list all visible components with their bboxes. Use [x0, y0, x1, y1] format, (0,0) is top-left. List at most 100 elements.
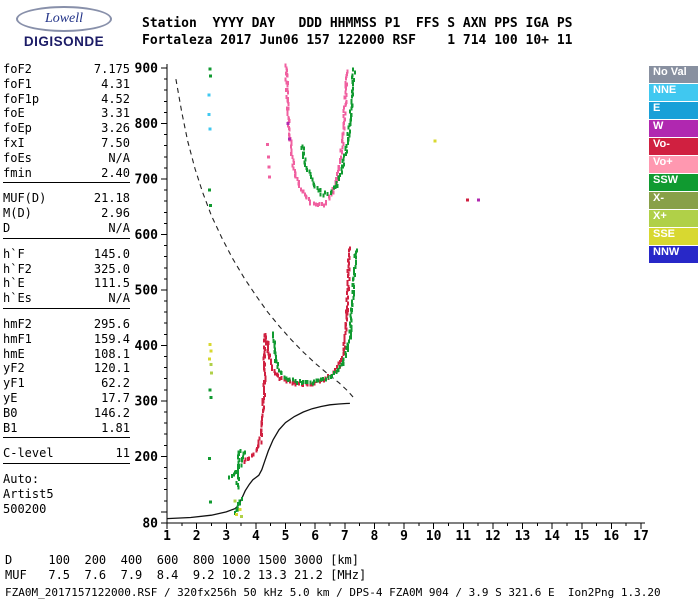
param-row-fof1p: foF1p 4.52	[3, 92, 130, 107]
param-group: C-level 11	[3, 446, 130, 465]
legend-item-w: W	[649, 120, 698, 137]
y-tick-label: 200	[135, 450, 159, 465]
distance-row: D 100 200 400 600 800 1000 1500 3000 [km…	[5, 553, 360, 567]
muf-row: MUF 7.5 7.6 7.9 8.4 9.2 10.2 13.3 21.2 […	[5, 568, 367, 582]
param-label: C-level	[3, 446, 54, 461]
param-row-mufd: MUF(D) 21.18	[3, 191, 130, 206]
x-tick-label: 5	[282, 529, 290, 544]
legend-item-x+: X+	[649, 210, 698, 227]
param-group: hmF2 295.6 hmF1 159.4 hmE 108.1 yF2 120.1 yF1 62.…	[3, 317, 130, 439]
param-row-b0: B0 146.2	[3, 406, 130, 421]
param-row-artist5: Artist5	[3, 487, 130, 502]
param-group: MUF(D) 21.18 M(D) 2.96 D N/A	[3, 191, 130, 239]
param-label: hmF1	[3, 331, 32, 346]
logo-lowell-text: Lowell	[44, 11, 84, 26]
param-value: 2.40	[101, 165, 130, 180]
series-f-trace-x-mode-green	[271, 248, 358, 386]
param-label: hmE	[3, 346, 25, 361]
header-line1: Station YYYY DAY DDD HHMMSS P1 FFS S AXN…	[142, 16, 573, 31]
param-value: 4.52	[101, 91, 130, 106]
param-label: foEs	[3, 150, 32, 165]
x-tick-label: 16	[604, 529, 620, 544]
x-tick-label: 6	[311, 529, 319, 544]
series-cyan-specks	[207, 93, 212, 131]
header-line2: Fortaleza 2017 Jun06 157 122000 RSF 1 71…	[142, 33, 573, 48]
param-value: 17.7	[101, 390, 130, 405]
param-row-b1: B1 1.81	[3, 421, 130, 436]
y-tick-label: 80	[142, 517, 158, 532]
x-tick-label: 10	[426, 529, 442, 544]
param-row-hme: hmE 108.1	[3, 347, 130, 362]
param-row-hf2: h`F2 325.0	[3, 262, 130, 277]
param-row-auto: Auto:	[3, 472, 130, 487]
x-tick-label: 17	[633, 529, 649, 544]
param-value: 7.50	[101, 135, 130, 150]
param-label: M(D)	[3, 206, 32, 221]
series-f1-clutter-vertical	[235, 449, 242, 490]
x-tick-label: 7	[341, 529, 349, 544]
param-group: foF2 7.175 foF1 4.31 foF1p 4.52 foE 3.31 foEp 3.2…	[3, 62, 130, 184]
x-tick-label: 11	[455, 529, 471, 544]
param-value: 21.18	[93, 191, 130, 206]
y-tick-label: 800	[135, 117, 159, 132]
series-e-region-clutter	[233, 497, 243, 515]
param-value: 4.31	[101, 76, 130, 91]
param-value: 145.0	[93, 246, 130, 261]
param-label: h`F	[3, 246, 25, 261]
param-value: 62.2	[101, 376, 130, 391]
param-value: 2.96	[101, 206, 130, 221]
param-label: Auto:	[3, 472, 40, 487]
param-label: foF1	[3, 76, 32, 91]
param-value: 146.2	[93, 405, 130, 420]
series-f-trace-o-mode-red	[243, 246, 352, 465]
x-tick-label: 2	[193, 529, 201, 544]
param-row-d: D N/A	[3, 221, 130, 236]
series-red-speck	[466, 198, 470, 202]
axes	[161, 64, 645, 529]
x-tick-label: 15	[574, 529, 590, 544]
y-tick-label: 300	[135, 394, 159, 409]
file-info-footer: FZA0M_2017157122000.RSF / 320fx256h 50 k…	[5, 586, 661, 599]
param-value: 108.1	[93, 346, 130, 361]
param-label: hmF2	[3, 316, 32, 331]
param-value: 159.4	[93, 331, 130, 346]
dashed-calculated-curve	[175, 79, 355, 398]
x-tick-label: 14	[544, 529, 560, 544]
legend-item-ssw: SSW	[649, 174, 698, 191]
param-value: 11	[115, 446, 130, 461]
x-tick-label: 13	[515, 529, 531, 544]
param-row-md: M(D) 2.96	[3, 206, 130, 221]
legend-item-x-: X-	[649, 192, 698, 209]
station-header: Station YYYY DAY DDD HHMMSS P1 FFS S AXN…	[142, 15, 572, 49]
y-tick-label: 900	[135, 62, 159, 77]
param-row-hmf2: hmF2 295.6	[3, 317, 130, 332]
param-value: N/A	[108, 150, 130, 165]
param-row-foep: foEp 3.26	[3, 121, 130, 136]
parameter-panel: foF2 7.175 foF1 4.31 foF1p 4.52 foE 3.31 foEp 3.2…	[3, 62, 130, 525]
param-label: B0	[3, 405, 18, 420]
param-label: MUF(D)	[3, 191, 47, 206]
y-tick-label: 400	[135, 339, 159, 354]
y-tick-label: 700	[135, 172, 159, 187]
param-label: h`F2	[3, 261, 32, 276]
legend-item-nnw: NNW	[649, 246, 698, 263]
lowell-logo-oval: Lowell	[16, 6, 112, 32]
param-row-fof2: foF2 7.175	[3, 62, 130, 77]
x-tick-label: 3	[222, 529, 230, 544]
param-value: 325.0	[93, 261, 130, 276]
muf-distance-table: D 100 200 400 600 800 1000 1500 3000 [km…	[5, 553, 366, 583]
series-green-specks	[208, 67, 213, 504]
param-label: yF2	[3, 361, 25, 376]
series-yellow-specks	[207, 139, 437, 517]
param-row-fxi: fxI 7.50	[3, 136, 130, 151]
param-row-fmin: fmin 2.40	[3, 166, 130, 181]
series-magenta-specks	[286, 122, 481, 202]
legend-item-e: E	[649, 102, 698, 119]
x-tick-label: 9	[400, 529, 408, 544]
param-row-fof1: foF1 4.31	[3, 77, 130, 92]
param-row-yf1: yF1 62.2	[3, 376, 130, 391]
param-value: N/A	[108, 291, 130, 306]
param-label: fmin	[3, 165, 32, 180]
logo-digisonde-text: DIGISONDE	[23, 34, 105, 49]
